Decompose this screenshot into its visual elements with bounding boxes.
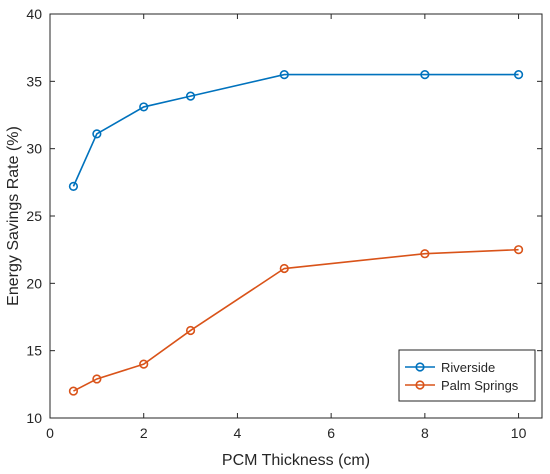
data-point-palm-springs (420, 249, 430, 259)
y-axis-label: Energy Savings Rate (%) (5, 126, 22, 306)
x-tick-label: 10 (511, 425, 527, 441)
series-layer (68, 69, 524, 396)
y-tick-label: 30 (26, 141, 42, 157)
x-axis-label: PCM Thickness (cm) (222, 452, 370, 469)
x-tick-label: 6 (327, 425, 335, 441)
series-line-palm-springs (73, 248, 519, 392)
data-point-riverside (513, 69, 524, 80)
data-point-riverside (420, 69, 430, 80)
y-tick-label: 15 (26, 343, 42, 359)
x-tick-label: 4 (234, 425, 242, 441)
data-point-riverside (92, 129, 102, 139)
data-point-palm-springs (68, 386, 79, 396)
y-tick-label: 25 (26, 208, 42, 224)
data-point-riverside (68, 181, 79, 191)
x-tick-label: 0 (46, 425, 54, 441)
legend-box (398, 349, 536, 402)
data-point-palm-springs (513, 245, 524, 255)
data-point-palm-springs (279, 263, 289, 274)
data-point-riverside (279, 69, 289, 80)
y-tick-label: 35 (26, 73, 42, 89)
data-point-palm-springs (92, 374, 102, 384)
y-tick-label: 10 (26, 410, 42, 426)
legend-label-riverside: Riverside (441, 360, 495, 375)
data-point-riverside (185, 91, 196, 101)
data-point-palm-springs (185, 325, 196, 336)
legend: Riverside Palm Springs (398, 349, 536, 402)
data-point-riverside (139, 102, 149, 112)
legend-marker-riverside (415, 362, 425, 372)
ticks-layer: 0 2 4 6 8 10 10 15 20 25 30 35 40 (26, 6, 542, 441)
y-tick-label: 40 (26, 6, 42, 22)
y-tick-label: 20 (26, 275, 42, 291)
plot-frame (49, 13, 543, 419)
data-point-palm-springs (139, 359, 149, 369)
legend-label-palm-springs: Palm Springs (441, 378, 519, 393)
x-tick-label: 2 (140, 425, 148, 441)
x-tick-label: 8 (421, 425, 429, 441)
legend-marker-palm-springs (415, 380, 425, 390)
series-line-riverside (72, 73, 519, 187)
